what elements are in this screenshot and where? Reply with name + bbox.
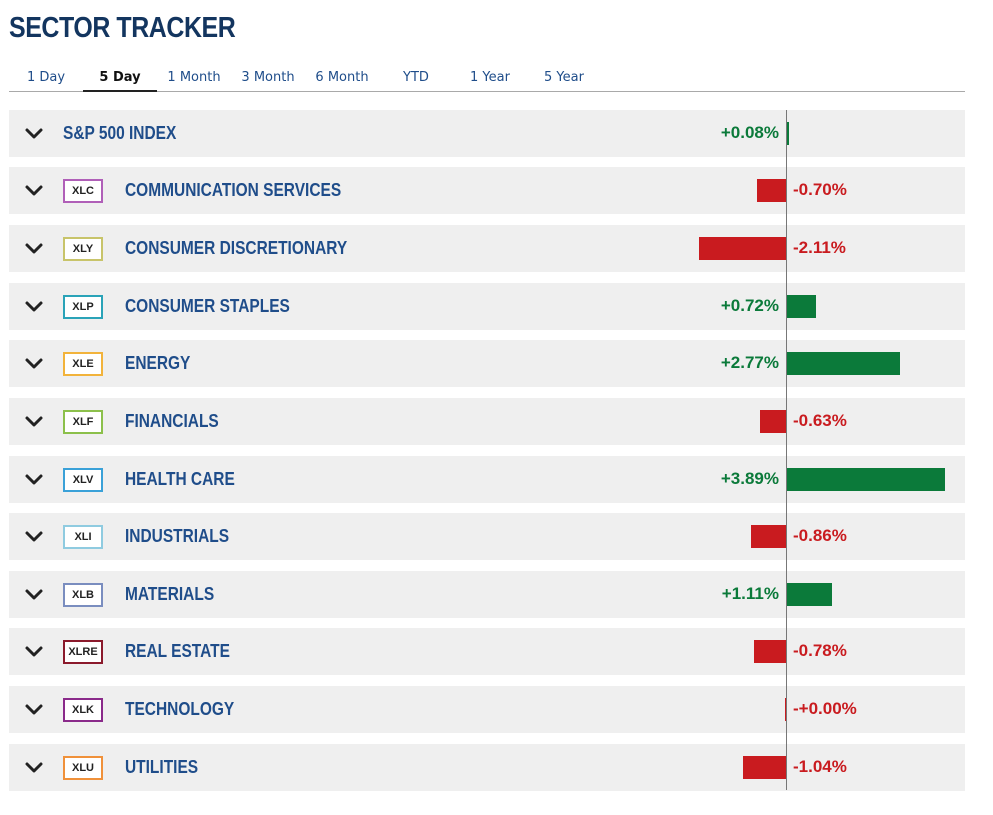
tab-ytd[interactable]: YTD — [403, 70, 429, 85]
sector-name[interactable]: UTILITIES — [125, 757, 199, 777]
chevron-down-icon[interactable] — [23, 297, 45, 317]
sector-row[interactable]: S&P 500 INDEX +0.08% — [9, 110, 965, 157]
sector-name[interactable]: COMMUNICATION SERVICES — [125, 180, 342, 200]
sector-row[interactable]: XLRE REAL ESTATE -0.78% — [9, 628, 965, 675]
page-title: SECTOR TRACKER — [9, 12, 236, 44]
ticker-badge: XLE — [63, 352, 103, 376]
tab-1-month[interactable]: 1 Month — [167, 70, 221, 85]
ticker-badge: XLU — [63, 756, 103, 780]
ticker-badge: XLB — [63, 583, 103, 607]
sector-row[interactable]: XLY CONSUMER DISCRETIONARY -2.11% — [9, 225, 965, 272]
sector-name[interactable]: CONSUMER STAPLES — [125, 296, 290, 316]
change-percent: -2.11% — [793, 238, 846, 257]
tab-5-year[interactable]: 5 Year — [544, 70, 584, 85]
sector-name[interactable]: TECHNOLOGY — [125, 699, 235, 719]
sector-name[interactable]: INDUSTRIALS — [125, 526, 230, 546]
change-percent: +1.11% — [721, 584, 779, 603]
sector-row[interactable]: XLK TECHNOLOGY -+0.00% — [9, 686, 965, 733]
sector-row[interactable]: XLB MATERIALS +1.11% — [9, 571, 965, 618]
change-bar — [754, 640, 786, 663]
chevron-down-icon[interactable] — [23, 700, 45, 720]
sector-name[interactable]: MATERIALS — [125, 584, 215, 604]
change-percent: -0.70% — [793, 180, 847, 199]
ticker-badge: XLF — [63, 410, 103, 434]
ticker-badge: XLK — [63, 698, 103, 722]
chevron-down-icon[interactable] — [23, 124, 45, 144]
tab-3-month[interactable]: 3 Month — [241, 70, 295, 85]
ticker-badge: XLY — [63, 237, 103, 261]
ticker-badge: XLI — [63, 525, 103, 549]
chevron-down-icon[interactable] — [23, 412, 45, 432]
ticker-badge: XLC — [63, 179, 103, 203]
chevron-down-icon[interactable] — [23, 642, 45, 662]
tab-1-year[interactable]: 1 Year — [470, 70, 510, 85]
zero-axis-line — [786, 110, 787, 790]
change-bar — [786, 122, 789, 145]
change-bar — [751, 525, 786, 548]
change-percent: -0.63% — [793, 411, 847, 430]
tab-5-day[interactable]: 5 Day — [83, 62, 157, 92]
sector-row[interactable]: XLV HEALTH CARE +3.89% — [9, 456, 965, 503]
sector-row[interactable]: XLC COMMUNICATION SERVICES -0.70% — [9, 167, 965, 214]
change-bar — [743, 756, 786, 779]
change-percent: +0.72% — [720, 296, 779, 315]
change-bar — [785, 698, 786, 721]
change-percent: +0.08% — [720, 123, 779, 142]
tab-1-day[interactable]: 1 Day — [26, 70, 66, 85]
sector-row[interactable]: XLF FINANCIALS -0.63% — [9, 398, 965, 445]
ticker-badge: XLV — [63, 468, 103, 492]
period-tabs: 1 Day 5 Day 1 Month 3 Month 6 Month YTD … — [9, 62, 965, 92]
change-percent: +2.77% — [720, 353, 779, 372]
sector-row[interactable]: XLU UTILITIES -1.04% — [9, 744, 965, 791]
ticker-badge: XLP — [63, 295, 103, 319]
sector-row[interactable]: XLE ENERGY +2.77% — [9, 340, 965, 387]
chevron-down-icon[interactable] — [23, 181, 45, 201]
change-bar — [786, 583, 832, 606]
change-percent: +3.89% — [720, 469, 779, 488]
chevron-down-icon[interactable] — [23, 758, 45, 778]
sector-name[interactable]: CONSUMER DISCRETIONARY — [125, 238, 348, 258]
chevron-down-icon[interactable] — [23, 585, 45, 605]
change-percent: -0.86% — [793, 526, 847, 545]
change-bar — [786, 295, 816, 318]
change-bar — [760, 410, 786, 433]
sector-name[interactable]: FINANCIALS — [125, 411, 219, 431]
sector-name[interactable]: S&P 500 INDEX — [63, 123, 177, 143]
sector-name[interactable]: HEALTH CARE — [125, 469, 235, 489]
change-percent: -+0.00% — [793, 699, 857, 718]
chevron-down-icon[interactable] — [23, 239, 45, 259]
chevron-down-icon[interactable] — [23, 527, 45, 547]
change-percent: -0.78% — [793, 641, 847, 660]
sector-row[interactable]: XLI INDUSTRIALS -0.86% — [9, 513, 965, 560]
change-bar — [699, 237, 786, 260]
sector-row[interactable]: XLP CONSUMER STAPLES +0.72% — [9, 283, 965, 330]
change-percent: -1.04% — [793, 757, 847, 776]
ticker-badge: XLRE — [63, 640, 103, 664]
chevron-down-icon[interactable] — [23, 470, 45, 490]
chevron-down-icon[interactable] — [23, 354, 45, 374]
change-bar — [786, 468, 945, 491]
tab-6-month[interactable]: 6 Month — [315, 70, 369, 85]
change-bar — [757, 179, 786, 202]
change-bar — [786, 352, 900, 375]
sector-name[interactable]: ENERGY — [125, 353, 191, 373]
sector-name[interactable]: REAL ESTATE — [125, 641, 230, 661]
